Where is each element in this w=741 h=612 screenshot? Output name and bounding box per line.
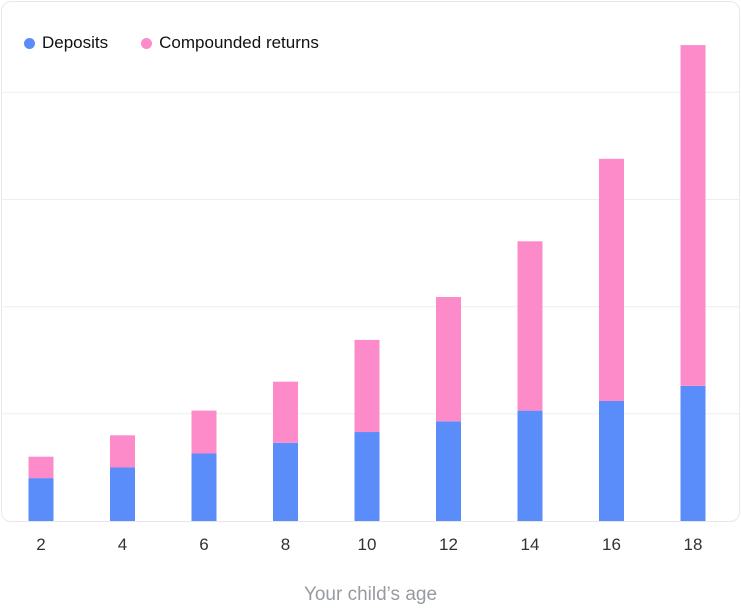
deposits-bar-age-6 bbox=[191, 453, 217, 521]
deposits-bar-age-8 bbox=[273, 442, 298, 521]
compounded-returns-bar-age-12 bbox=[436, 297, 461, 422]
deposits-legend-marker bbox=[24, 37, 35, 49]
x-tick-label-14: 14 bbox=[521, 535, 540, 554]
deposits-legend-label: Deposits bbox=[42, 33, 109, 52]
deposits-bar-age-18 bbox=[680, 386, 706, 521]
deposits-bar-age-2 bbox=[28, 478, 54, 521]
x-tick-label-6: 6 bbox=[199, 535, 208, 554]
deposits-bar-age-12 bbox=[436, 421, 461, 521]
x-tick-label-12: 12 bbox=[439, 535, 458, 554]
compounded-returns-bar-age-16 bbox=[599, 158, 624, 401]
compounded-returns-bar-age-2 bbox=[28, 456, 54, 479]
compounded-returns-legend-label: Compounded returns bbox=[159, 33, 319, 52]
chart-legend: Deposits Compounded returns bbox=[24, 33, 319, 53]
x-tick-label-18: 18 bbox=[684, 535, 703, 554]
compounded-returns-bar-age-18 bbox=[680, 45, 706, 386]
x-tick-label-2: 2 bbox=[36, 535, 45, 554]
compounded-returns-bar-age-10 bbox=[354, 339, 380, 433]
x-axis-title: Your child’s age bbox=[303, 584, 438, 605]
compounded-returns-legend-marker bbox=[141, 37, 153, 49]
deposits-bar-age-14 bbox=[517, 410, 543, 521]
compounded-returns-bar-age-14 bbox=[517, 241, 543, 411]
compounded-returns-bar-age-6 bbox=[191, 410, 217, 454]
compounded-returns-bar-age-8 bbox=[273, 381, 298, 443]
deposits-bar-age-16 bbox=[599, 401, 624, 521]
compounded-returns-bar-age-4 bbox=[110, 435, 135, 468]
deposits-bar-age-4 bbox=[110, 467, 135, 521]
legend-item-deposits: Deposits bbox=[24, 33, 108, 53]
x-tick-label-16: 16 bbox=[602, 535, 621, 554]
legend-item-compounded-returns: Compounded returns bbox=[141, 33, 319, 53]
x-tick-label-4: 4 bbox=[118, 535, 127, 554]
x-tick-label-8: 8 bbox=[281, 535, 290, 554]
deposits-bar-age-10 bbox=[354, 432, 380, 521]
x-tick-label-10: 10 bbox=[358, 535, 377, 554]
